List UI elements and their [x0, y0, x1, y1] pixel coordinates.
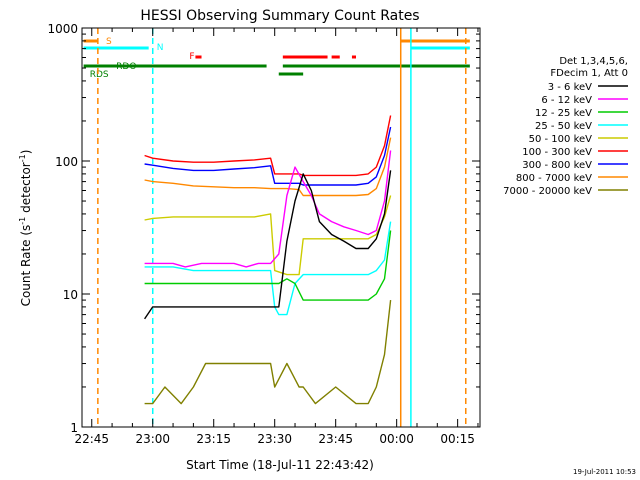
- axes: 22:45 23:00 23:15 23:30 23:45 00:00 00:15 1 10 10…: [47, 22, 480, 446]
- x-tick-label: 00:00: [379, 432, 414, 446]
- series-line-6-12-kev: [144, 150, 392, 268]
- flag-label-f: F: [189, 52, 194, 62]
- x-tick-label: 00:15: [440, 432, 475, 446]
- x-axis-label: Start Time (18-Jul-11 22:43:42): [186, 458, 374, 472]
- y-tick-label: 10: [63, 288, 78, 302]
- series-line-7000-20000-kev: [144, 300, 392, 405]
- series-line-300-800-kev: [144, 126, 392, 186]
- legend: Det 1,3,4,5,6, FDecim 1, Att 0 3 - 6 keV…: [503, 56, 628, 197]
- footer-timestamp: 19-Jul-2011 10:53: [573, 468, 636, 476]
- legend-label-300-800-kev: 300 - 800 keV: [522, 160, 592, 171]
- legend-label-50-100-kev: 50 - 100 keV: [529, 134, 593, 145]
- y-axis-label: Count Rate (s-1 detector-1): [18, 150, 33, 307]
- chart-title: HESSI Observing Summary Count Rates: [140, 8, 419, 24]
- legend-label-100-300-kev: 100 - 300 keV: [522, 147, 592, 158]
- series-line-50-100-kev: [144, 195, 392, 276]
- mode-flags: S N F RDO RDS: [83, 37, 470, 80]
- series-line-12-25-kev: [144, 230, 392, 301]
- legend-header-2: FDecim 1, Att 0: [550, 68, 628, 79]
- vertical-markers: [97, 28, 467, 427]
- flag-label-n: N: [157, 43, 164, 53]
- legend-label-800-7000-kev: 800 - 7000 keV: [516, 173, 592, 184]
- legend-label-7000-20000-kev: 7000 - 20000 keV: [503, 186, 592, 197]
- x-tick-label: 23:00: [135, 432, 170, 446]
- x-tick-label: 23:15: [196, 432, 231, 446]
- y-tick-label: 1000: [47, 22, 78, 36]
- flag-label-rds: RDS: [90, 70, 109, 80]
- series-line-25-50-kev: [144, 221, 392, 316]
- series-lines: [144, 115, 392, 405]
- flag-label-rdo: RDO: [116, 62, 136, 72]
- x-tick-label: 23:30: [257, 432, 292, 446]
- legend-label-3-6-kev: 3 - 6 keV: [548, 82, 592, 93]
- plot-frame: [81, 27, 481, 428]
- legend-label-12-25-kev: 12 - 25 keV: [535, 108, 592, 119]
- y-tick-label: 1: [70, 421, 78, 435]
- legend-header-1: Det 1,3,4,5,6,: [559, 56, 628, 67]
- legend-label-6-12-kev: 6 - 12 keV: [541, 95, 592, 106]
- series-line-800-7000-kev: [144, 137, 392, 197]
- x-tick-label: 23:45: [318, 432, 353, 446]
- legend-label-25-50-kev: 25 - 50 keV: [535, 121, 592, 132]
- series-line-100-300-kev: [144, 115, 392, 177]
- x-tick-label: 22:45: [74, 432, 109, 446]
- series-line-3-6-kev: [144, 170, 392, 320]
- y-tick-label: 100: [55, 155, 78, 169]
- flag-label-s: S: [106, 37, 112, 47]
